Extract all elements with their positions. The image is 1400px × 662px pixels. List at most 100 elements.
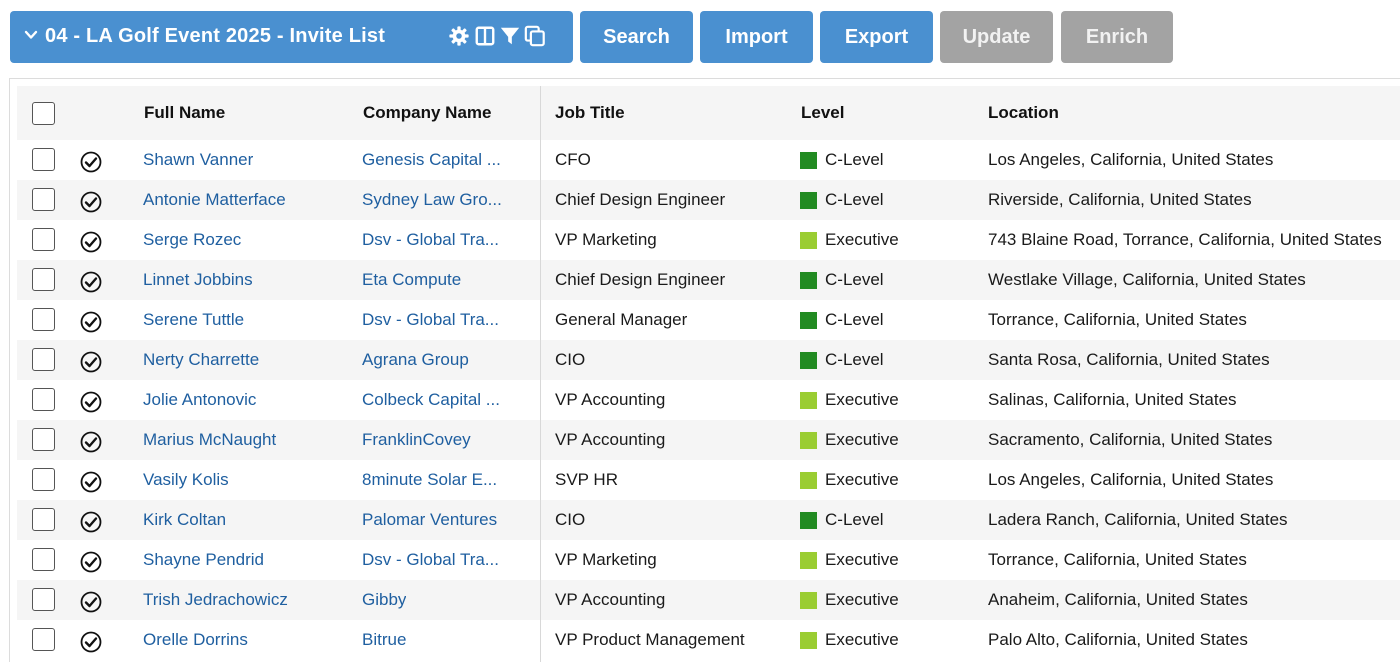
full-name-link[interactable]: Antonie Matterface [143,190,286,209]
level: C-Level [825,510,884,529]
company-name-link[interactable]: Dsv - Global Tra... [362,230,499,249]
table-row[interactable]: Orelle Dorrins Bitrue VP Product Managemen… [17,620,1400,660]
row-checkbox[interactable] [32,508,55,531]
row-checkbox[interactable] [32,148,55,171]
location: Riverside, California, United States [988,190,1252,209]
location: Santa Rosa, California, United States [988,350,1270,369]
table-row[interactable]: Linnet Jobbins Eta Compute Chief Design En… [17,260,1400,300]
company-name-link[interactable]: Colbeck Capital ... [362,390,500,409]
copy-icon[interactable] [524,25,546,47]
filter-icon[interactable] [499,25,521,47]
table-row[interactable]: Shawn Vanner Genesis Capital ... CFO C-Leve… [17,140,1400,180]
level: C-Level [825,350,884,369]
company-name-link[interactable]: Dsv - Global Tra... [362,550,499,569]
table-row[interactable]: Jolie Antonovic Colbeck Capital ... VP Acc… [17,380,1400,420]
gear-icon[interactable] [448,25,470,47]
row-checkbox[interactable] [32,308,55,331]
columns-icon[interactable] [474,25,496,47]
location: Los Angeles, California, United States [988,470,1274,489]
check-circle-icon [80,511,102,533]
company-name-link[interactable]: Agrana Group [362,350,469,369]
company-name-link[interactable]: Gibby [362,590,407,609]
column-header-company-name[interactable]: Company Name [363,103,492,122]
row-checkbox[interactable] [32,268,55,291]
row-checkbox[interactable] [32,228,55,251]
level: C-Level [825,310,884,329]
row-checkbox[interactable] [32,468,55,491]
table-row[interactable]: Shayne Pendrid Dsv - Global Tra... VP Mark… [17,540,1400,580]
location: Ladera Ranch, California, United States [988,510,1288,529]
company-name-link[interactable]: 8minute Solar E... [362,470,498,489]
check-circle-icon [80,631,102,653]
check-circle-icon [80,391,102,413]
company-name-link[interactable]: Dsv - Global Tra... [362,310,499,329]
company-name-link[interactable]: Palomar Ventures [362,510,498,529]
search-button[interactable]: Search [580,11,693,63]
full-name-link[interactable]: Orelle Dorrins [143,630,248,649]
table-row[interactable]: Nerty Charrette Agrana Group CIO C-Level San… [17,340,1400,380]
level-color-swatch [800,192,817,209]
export-button[interactable]: Export [820,11,933,63]
full-name-link[interactable]: Serge Rozec [143,230,242,249]
table-row[interactable]: Serene Tuttle Dsv - Global Tra... General … [17,300,1400,340]
job-title: CIO [555,510,586,529]
full-name-link[interactable]: Shawn Vanner [143,150,254,169]
full-name-link[interactable]: Trish Jedrachowicz [143,590,288,609]
table-row[interactable]: Antonie Matterface Sydney Law Gro... Chief… [17,180,1400,220]
select-all-checkbox[interactable] [32,102,55,125]
column-header-full-name[interactable]: Full Name [144,103,226,122]
column-header-location[interactable]: Location [988,103,1059,122]
level: C-Level [825,190,884,209]
job-title: VP Marketing [555,230,657,249]
level-color-swatch [800,512,817,529]
company-name-link[interactable]: FranklinCovey [362,430,471,449]
full-name-link[interactable]: Shayne Pendrid [143,550,264,569]
company-name-link[interactable]: Bitrue [362,630,407,649]
level-color-swatch [800,472,817,489]
company-name-link[interactable]: Eta Compute [362,270,462,289]
row-checkbox[interactable] [32,348,55,371]
job-title: VP Product Management [555,630,745,649]
import-button[interactable]: Import [700,11,813,63]
column-header-job-title[interactable]: Job Title [555,103,625,122]
row-checkbox[interactable] [32,548,55,571]
row-checkbox[interactable] [32,428,55,451]
level: Executive [825,430,899,449]
level: Executive [825,630,899,649]
level: Executive [825,550,899,569]
check-circle-icon [80,431,102,453]
full-name-link[interactable]: Linnet Jobbins [143,270,253,289]
level-color-swatch [800,152,817,169]
company-name-link[interactable]: Genesis Capital ... [362,150,501,169]
level-color-swatch [800,232,817,249]
chevron-down-icon [24,30,38,39]
full-name-link[interactable]: Kirk Coltan [143,510,227,529]
table-header: Full Name Company Name Job Title Level L… [17,86,1400,140]
level-color-swatch [800,352,817,369]
column-header-level[interactable]: Level [801,103,845,122]
level: C-Level [825,270,884,289]
row-checkbox[interactable] [32,188,55,211]
full-name-link[interactable]: Marius McNaught [143,430,277,449]
location: Anaheim, California, United States [988,590,1248,609]
row-checkbox[interactable] [32,628,55,651]
full-name-link[interactable]: Jolie Antonovic [143,390,257,409]
level: Executive [825,230,899,249]
row-checkbox[interactable] [32,388,55,411]
location: Los Angeles, California, United States [988,150,1274,169]
full-name-link[interactable]: Serene Tuttle [143,310,245,329]
job-title: CIO [555,350,586,369]
table-row[interactable]: Serge Rozec Dsv - Global Tra... VP Marketi… [17,220,1400,260]
job-title: Chief Design Engineer [555,190,726,209]
list-selector[interactable]: 04 - LA Golf Event 2025 - Invite List [10,11,573,63]
full-name-link[interactable]: Nerty Charrette [143,350,260,369]
full-name-link[interactable]: Vasily Kolis [143,470,229,489]
level: Executive [825,590,899,609]
company-name-link[interactable]: Sydney Law Gro... [362,190,502,209]
table-row[interactable]: Vasily Kolis 8minute Solar E... SVP HR Exec… [17,460,1400,500]
table-row[interactable]: Trish Jedrachowicz Gibby VP Accounting Exec… [17,580,1400,620]
row-checkbox[interactable] [32,588,55,611]
table-row[interactable]: Marius McNaught FranklinCovey VP Accountin… [17,420,1400,460]
table-row[interactable]: Kirk Coltan Palomar Ventures CIO C-Level Lad… [17,500,1400,540]
location: Sacramento, California, United States [988,430,1273,449]
